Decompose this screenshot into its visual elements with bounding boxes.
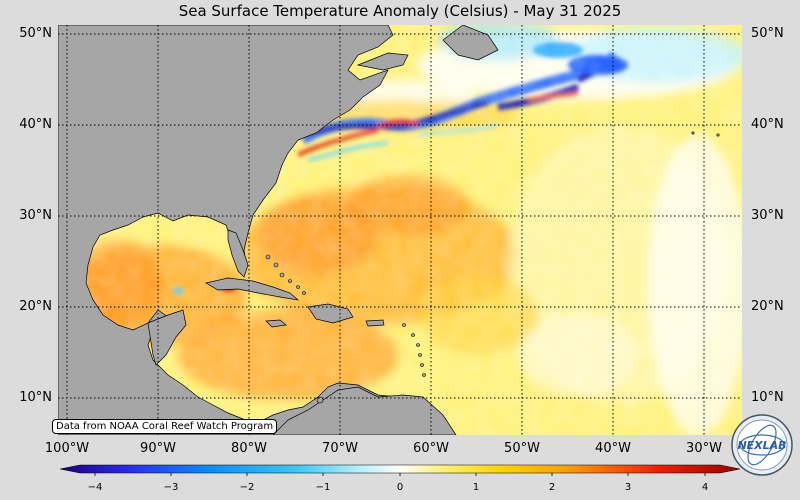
colorbar-tick-label: 0	[396, 482, 404, 493]
puerto-rico-land	[365, 319, 385, 327]
lon-label-90w: 90°W	[140, 441, 176, 456]
graticule	[58, 25, 742, 435]
colorbar-gradient	[59, 464, 741, 476]
yucatan-land	[147, 309, 187, 366]
colorbar: −4 −3 −2 −1 0 1 2 3 4	[59, 462, 741, 498]
land-masses	[58, 25, 499, 435]
newfoundland-land	[442, 25, 499, 61]
lat-label-left-40: 40°N	[19, 117, 52, 132]
data-credit: Data from NOAA Coral Reef Watch Program	[52, 419, 278, 434]
lat-label-left-20: 20°N	[19, 299, 52, 314]
lat-label-right-40: 40°N	[751, 117, 784, 132]
colorbar-tick-label: 4	[701, 482, 709, 493]
lat-label-left-30: 30°N	[19, 208, 52, 223]
colorbar-tick-label: −4	[87, 482, 103, 493]
colorbar-tick-label: −1	[315, 482, 331, 493]
lat-label-left-10: 10°N	[19, 390, 52, 405]
colorbar-tick-marks	[94, 473, 706, 476]
map-canvas	[58, 25, 742, 435]
nexlab-logo: NEXLAB	[730, 413, 794, 477]
lon-label-50w: 50°W	[504, 441, 540, 456]
colorbar-tick-label: 2	[548, 482, 556, 493]
svg-text:NEXLAB: NEXLAB	[737, 439, 786, 452]
lon-label-100w: 100°W	[44, 441, 90, 456]
north-america-land	[58, 25, 454, 435]
hispaniola-land	[307, 303, 354, 324]
cuba-land	[205, 277, 300, 301]
lon-label-80w: 80°W	[231, 441, 267, 456]
colorbar-tick-label: 3	[624, 482, 632, 493]
small-islands	[265, 131, 720, 404]
colorbar-tick-label: −3	[163, 482, 179, 493]
lat-label-right-30: 30°N	[751, 208, 784, 223]
lon-label-30w: 30°W	[686, 441, 722, 456]
florida-land	[227, 229, 249, 278]
lon-label-70w: 70°W	[322, 441, 358, 456]
colorbar-tick-label: −2	[239, 482, 255, 493]
nexlab-logo-icon: NEXLAB	[731, 414, 793, 476]
colorbar-tick-label: 1	[472, 482, 480, 493]
lat-label-right-50: 50°N	[751, 26, 784, 41]
lat-label-right-20: 20°N	[751, 299, 784, 314]
lon-label-60w: 60°W	[413, 441, 449, 456]
south-america-land	[272, 386, 457, 435]
map-title: Sea Surface Temperature Anomaly (Celsius…	[178, 2, 622, 20]
jamaica-land	[265, 319, 287, 328]
lon-label-40w: 40°W	[595, 441, 631, 456]
lat-label-right-10: 10°N	[751, 390, 784, 405]
sst-anomaly-map	[58, 25, 742, 435]
lat-label-left-50: 50°N	[19, 26, 52, 41]
nova-scotia-land	[356, 52, 409, 71]
